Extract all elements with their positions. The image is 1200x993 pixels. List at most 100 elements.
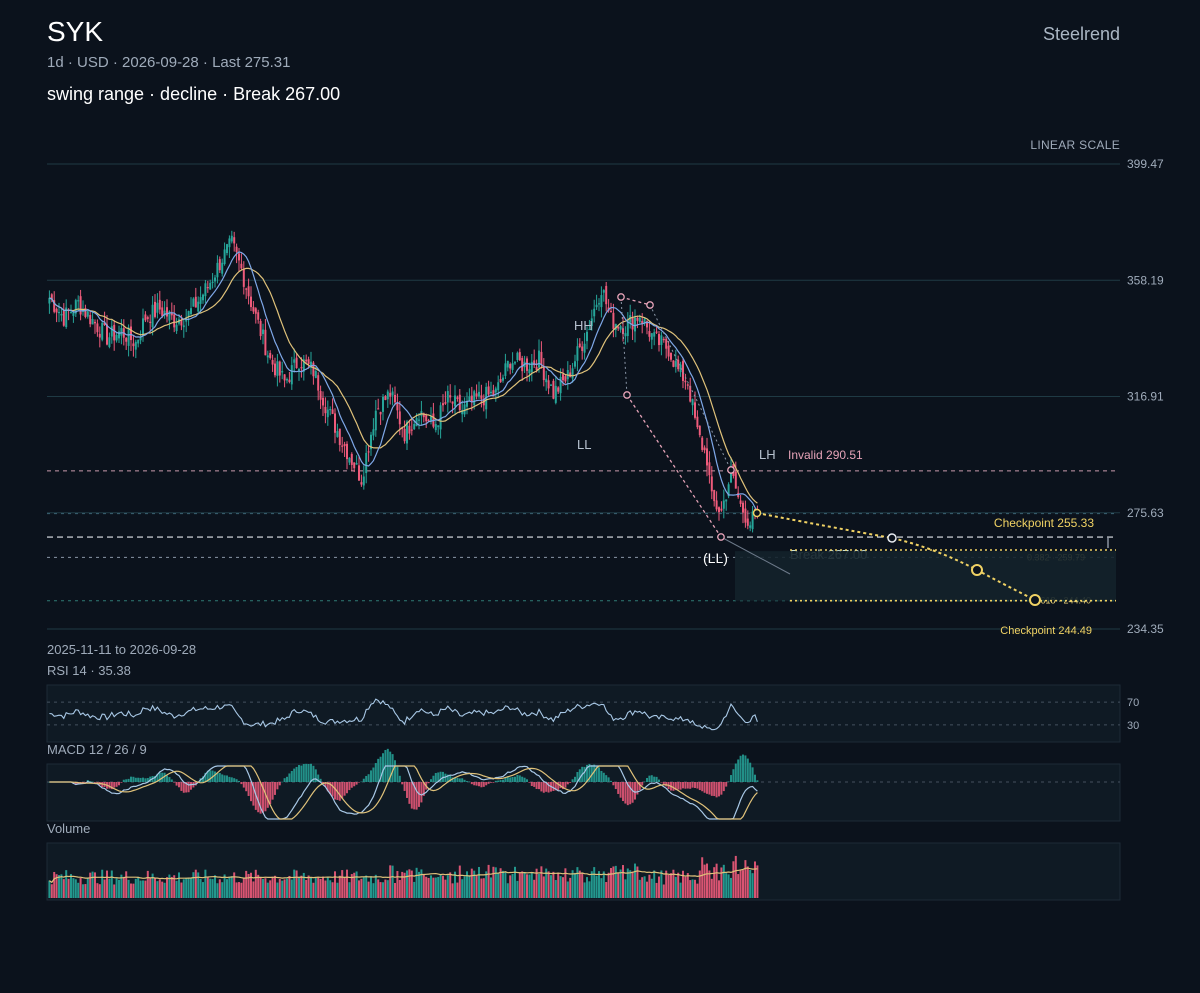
macd-signal-line [49,765,758,820]
volume-bar [415,867,418,898]
volume-bar [720,867,723,898]
macd-histogram-bar [514,776,516,782]
volume-bar [254,869,257,898]
volume-bar [149,878,152,898]
macd-histogram-bar [576,772,579,782]
candle-body [187,311,190,317]
volume-bar [257,874,260,898]
candle-body [199,297,202,304]
swing-point [717,533,725,541]
ma-slow-line [49,267,758,504]
candle-body [218,259,221,271]
macd-histogram-bar [238,780,240,782]
candle-body [106,324,108,345]
macd-histogram-bar [139,777,142,782]
macd-histogram-bar [742,754,744,782]
volume-bar [53,871,56,898]
macd-histogram-bar [703,782,706,793]
macd-histogram-bar [730,775,732,782]
macd-histogram-bar [545,782,548,792]
price-tick-label: 399.47 [1127,157,1164,171]
macd-histogram-bar [607,777,610,782]
candle-body [211,281,214,283]
candle-body [137,339,140,344]
macd-histogram-bar [269,782,272,805]
volume-bar [581,872,584,898]
candle-body [696,416,699,428]
candle-body [389,392,392,397]
macd-histogram-bar [744,755,747,782]
swing-label-ll-pending: (LL) [703,550,728,566]
volume-bar [660,870,663,898]
volume-bar [614,865,617,898]
price-tick-label: 358.19 [1127,273,1164,287]
macd-histogram-bar [562,782,564,790]
candle-body [245,288,248,290]
volume-bar [696,883,699,898]
volume-bar [689,880,692,898]
candle-body [271,360,274,365]
volume-bar [314,877,317,898]
macd-histogram-bar [506,776,509,782]
volume-bar [526,874,528,898]
volume-bar [247,873,250,898]
macd-histogram-bar [547,782,550,793]
volume-bar [554,880,557,898]
candle-body [686,384,689,386]
macd-histogram-bar [454,777,456,782]
candle-body [358,465,360,481]
volume-bar [353,872,356,898]
candle-body [538,350,540,368]
candle-body [94,321,96,324]
volume-bar [564,868,567,898]
candle-body [334,413,336,433]
candle-body [461,410,464,415]
macd-histogram-bar [715,782,718,798]
macd-histogram-bar [334,782,336,800]
macd-histogram-bar [629,782,632,805]
candle-body [269,352,272,358]
macd-histogram-bar [530,782,533,787]
candle-body [718,507,720,513]
macd-histogram-bar [708,782,711,795]
candle-body [744,508,747,523]
macd-histogram-bar [317,774,320,782]
scale-mode-label[interactable]: LINEAR SCALE [1030,138,1120,152]
volume-bar [710,878,713,898]
candle-body [151,304,154,328]
volume-bar [744,860,747,898]
volume-bar [334,871,336,898]
volume-bar [458,865,461,898]
volume-bar [118,879,120,898]
macd-histogram-bar [300,765,303,782]
macd-histogram-bar [245,782,248,792]
candle-body [559,376,562,394]
candle-body [727,484,730,497]
candle-body [646,321,648,328]
macd-histogram-bar [281,781,284,783]
macd-histogram-bar [727,781,730,782]
macd-histogram-bar [571,779,574,782]
macd-histogram-bar [554,782,557,791]
volume-bar [91,871,94,898]
macd-histogram-bar [108,782,111,789]
checkpoint-marker [971,564,983,576]
candle-body [101,322,104,340]
volume-bar [418,871,420,898]
macd-histogram-bar [173,782,176,783]
candle-body [214,277,216,282]
macd-histogram-bar [355,782,358,785]
volume-bar [262,879,264,898]
candle-body [583,343,586,353]
candle-body [619,326,622,330]
macd-histogram-bar [614,782,617,790]
volume-bar [365,875,368,898]
macd-histogram-bar [168,777,171,782]
volume-bar [331,882,334,898]
candle-body [240,263,243,269]
candle-body [394,394,396,403]
target-zone [735,549,1116,602]
candle-body [648,331,651,337]
volume-bar [48,880,51,898]
